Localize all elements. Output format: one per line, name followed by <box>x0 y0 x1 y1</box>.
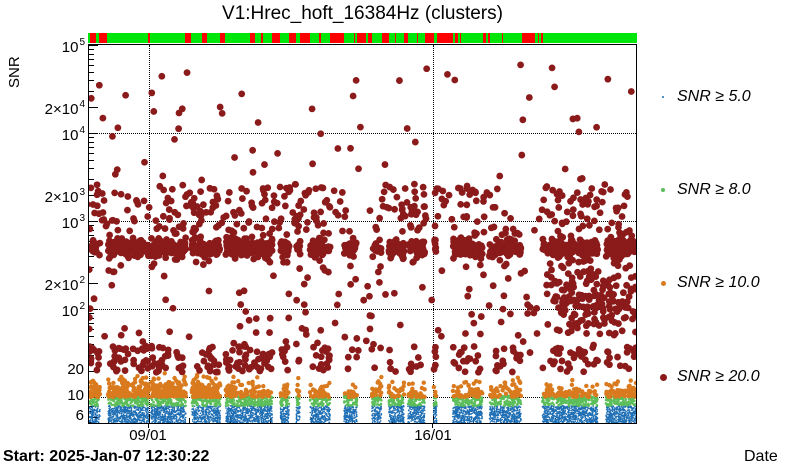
status-alert-segment <box>202 33 208 43</box>
chart-title: V1:Hrec_hoft_16384Hz (clusters) <box>222 3 503 24</box>
status-alert-segment <box>381 33 389 43</box>
legend: SNR ≥ 5.0 SNR ≥ 8.0 SNR ≥ 10.0 SNR ≥ 20.… <box>655 0 805 472</box>
legend-label-snr8: SNR ≥ 8.0 <box>677 181 751 198</box>
y-tick-label: 2×103 <box>44 186 85 206</box>
legend-marker-box <box>655 87 671 107</box>
y-tick-label: 6 <box>75 406 84 424</box>
plot-area <box>88 44 637 424</box>
status-alert-segment <box>260 33 264 43</box>
status-alert-segment <box>521 33 535 43</box>
status-alert-segment <box>319 33 321 43</box>
x-tick-outer <box>431 424 433 428</box>
status-alert-segment <box>250 33 255 43</box>
status-alert-segment <box>394 33 396 43</box>
scatter-canvas <box>89 45 636 423</box>
snr5-marker-dot <box>662 96 664 98</box>
y-tick-label: 2×102 <box>44 274 85 294</box>
status-alert-segment <box>330 33 344 43</box>
snr10-marker-dot <box>660 280 666 286</box>
snr20-marker-dot <box>659 373 667 381</box>
status-alert-segment <box>368 33 372 43</box>
x-tick-outer <box>147 424 149 428</box>
start-timestamp: Start: 2025-Jan-07 12:30:22 <box>3 448 210 465</box>
legend-entry-snr5: SNR ≥ 5.0 <box>655 87 751 107</box>
status-alert-segment <box>416 33 418 43</box>
y-tick-label: 102 <box>61 301 85 320</box>
status-alert-segment <box>404 33 408 43</box>
y-tick-label: 104 <box>61 125 85 144</box>
status-alert-segment <box>538 33 540 43</box>
legend-marker-box <box>655 273 671 293</box>
legend-label-snr10: SNR ≥ 10.0 <box>677 274 760 291</box>
legend-label-snr20: SNR ≥ 20.0 <box>677 368 760 385</box>
status-alert-segment <box>357 33 366 43</box>
x-tick-label-0901: 09/01 <box>129 427 167 444</box>
legend-marker-box <box>655 367 671 387</box>
y-tick-label: 105 <box>61 37 85 56</box>
legend-entry-snr8: SNR ≥ 8.0 <box>655 180 751 200</box>
x-tick-label-1601: 16/01 <box>414 427 452 444</box>
status-alert-segment <box>353 33 355 43</box>
status-alert-segment <box>501 33 503 43</box>
x-axis-title: Date <box>744 448 778 465</box>
status-alert-segment <box>219 33 226 43</box>
legend-entry-snr10: SNR ≥ 10.0 <box>655 273 760 293</box>
status-alert-segment <box>540 33 544 43</box>
status-alert-segment <box>99 33 108 43</box>
status-alert-segment <box>185 33 192 43</box>
y-axis-labels: 105 2×104 104 2×103 103 2×102 102 20 10 6 <box>0 0 85 472</box>
snr8-marker-dot <box>661 188 665 192</box>
status-alert-segment <box>488 33 490 43</box>
status-alert-segment <box>482 33 486 43</box>
status-alert-segment <box>454 33 458 43</box>
legend-marker-box <box>655 180 671 200</box>
legend-label-snr5: SNR ≥ 5.0 <box>677 88 751 105</box>
status-alert-segment <box>299 33 310 43</box>
status-alert-segment <box>437 33 454 43</box>
y-tick-label: 2×104 <box>44 98 85 118</box>
status-alert-segment <box>147 33 150 43</box>
status-alert-segment <box>288 33 296 43</box>
status-segment-bar <box>88 33 637 43</box>
status-alert-segment <box>90 33 97 43</box>
legend-entry-snr20: SNR ≥ 20.0 <box>655 367 760 387</box>
y-tick-label: 10 <box>67 387 84 404</box>
status-alert-segment <box>460 33 462 43</box>
status-alert-segment <box>425 33 434 43</box>
y-tick-label: 103 <box>61 213 85 232</box>
status-alert-segment <box>271 33 281 43</box>
y-tick-label: 20 <box>67 360 84 378</box>
